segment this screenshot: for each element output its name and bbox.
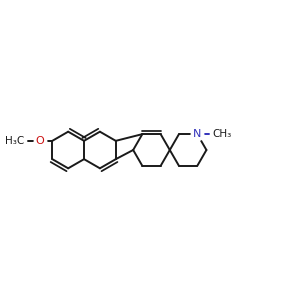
Text: CH₃: CH₃	[212, 129, 231, 139]
Text: H₃C: H₃C	[5, 136, 25, 146]
Text: N: N	[193, 129, 202, 139]
Text: O: O	[35, 136, 44, 146]
